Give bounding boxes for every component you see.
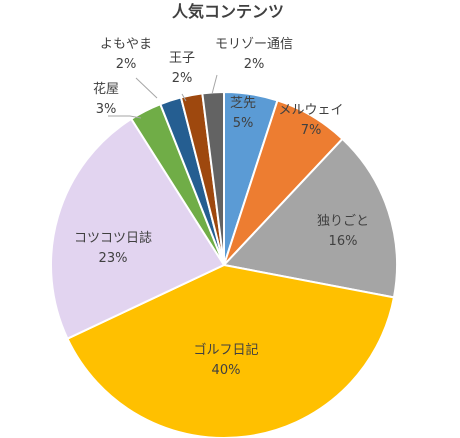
pie-slice: [66, 263, 396, 438]
leader-line: [181, 93, 187, 102]
slice-value-label: 5%: [233, 116, 254, 131]
slice-label: 独りごと: [317, 213, 369, 229]
leader-line: [211, 74, 218, 95]
pie-slice: [201, 90, 225, 266]
slice-value-label: 23%: [99, 251, 128, 266]
pie-slice: [222, 137, 399, 299]
slice-label: よもやま: [100, 37, 152, 52]
slice-value-label: 2%: [172, 71, 193, 86]
slice-label: メルウェイ: [278, 103, 343, 118]
slice-label: コツコツ日誌: [74, 230, 152, 246]
slice-label: 芝先: [230, 95, 256, 111]
slice-value-label: 40%: [212, 363, 241, 378]
pie-slice: [49, 117, 226, 340]
slice-value-label: 2%: [244, 57, 265, 72]
slice-value-label: 16%: [329, 234, 358, 249]
slice-value-label: 2%: [116, 57, 137, 72]
slice-value-label: 7%: [301, 123, 322, 138]
leader-line: [135, 77, 158, 99]
slice-label: ゴルフ日記: [193, 342, 258, 358]
slice-label: 花屋: [93, 81, 119, 97]
chart-title: 人気コンテンツ: [172, 2, 284, 21]
leader-line: [108, 115, 142, 119]
slice-label: モリゾー通信: [215, 37, 293, 52]
slice-label: 王子: [169, 51, 195, 66]
slice-value-label: 3%: [96, 102, 117, 117]
